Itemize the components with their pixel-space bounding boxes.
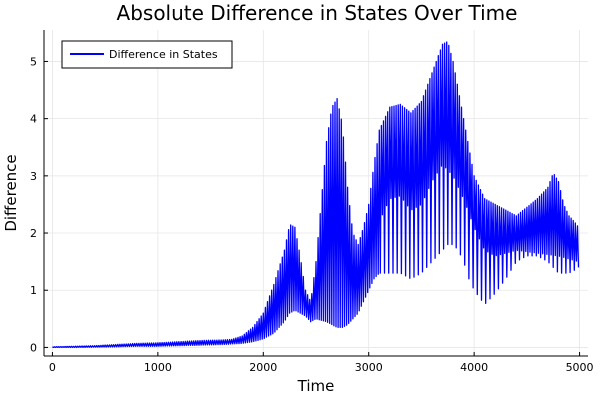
tick-labels: 0 1000 2000 3000 4000 5000 0 1 2 3 4 5 [30, 55, 594, 374]
x-tick-label: 4000 [460, 361, 488, 374]
y-tick-label: 5 [30, 55, 37, 68]
y-tick-label: 2 [30, 227, 37, 240]
chart-title: Absolute Difference in States Over Time [117, 1, 518, 25]
axes [43, 30, 588, 357]
y-tick-label: 1 [30, 284, 37, 297]
x-tick-label: 2000 [249, 361, 277, 374]
y-tick-label: 0 [30, 341, 37, 354]
legend-label: Difference in States [109, 48, 218, 61]
grid [44, 30, 588, 356]
plot-line-layer [52, 41, 580, 349]
x-axis-title: Time [297, 377, 335, 395]
y-axis-title: Difference [2, 154, 20, 231]
series-line-difference-in-states [52, 41, 580, 349]
y-tick-label: 3 [30, 170, 37, 183]
x-tick-label: 0 [49, 361, 56, 374]
x-tick-label: 3000 [355, 361, 383, 374]
x-tick-label: 5000 [566, 361, 594, 374]
y-tick-label: 4 [30, 113, 37, 126]
x-tick-label: 1000 [144, 361, 172, 374]
legend: Difference in States [61, 40, 233, 69]
